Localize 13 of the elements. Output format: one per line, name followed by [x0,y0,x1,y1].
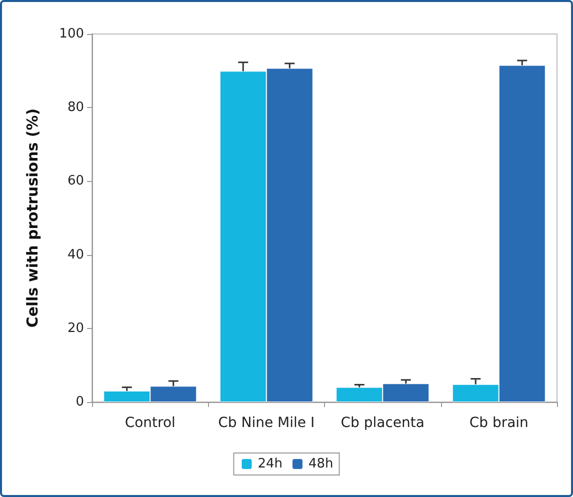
y-tick-label: 20 [67,320,84,336]
x-tick-label: Cb placenta [340,415,424,431]
x-tick-label: Cb brain [469,415,528,431]
x-tick-label: Control [124,415,176,431]
legend-label: 24h [258,456,282,472]
y-tick-label: 100 [59,26,84,42]
x-tick-label: Cb Nine Mile I [218,415,315,431]
y-tick-label: 0 [76,394,84,410]
y-axis-title: Cells with protrusions (%) [24,108,42,328]
y-tick-label: 60 [67,174,84,189]
y-tick-label: 80 [67,100,84,116]
legend-label: 48h [308,456,334,472]
y-tick-label: 40 [67,247,84,262]
